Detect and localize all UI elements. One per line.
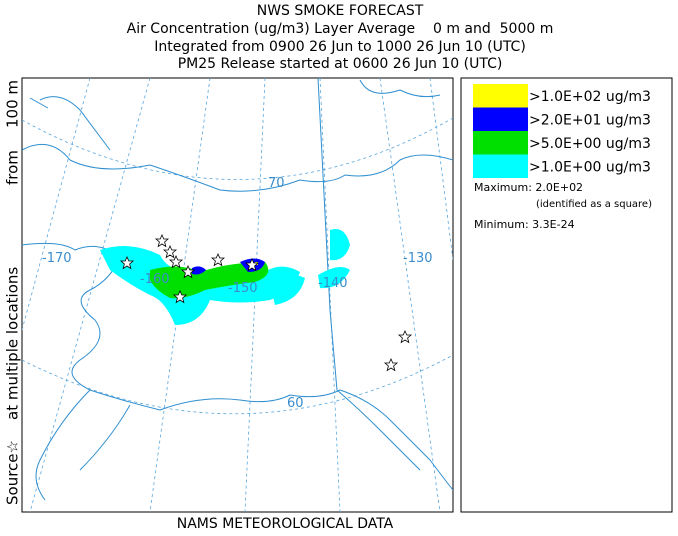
legend-label: >2.0E+01 ug/m3 <box>529 113 651 129</box>
side-text: at multiple locations <box>4 267 22 420</box>
legend-swatch <box>473 84 528 108</box>
source-star <box>244 258 260 272</box>
border <box>317 78 421 471</box>
source-star <box>172 290 188 304</box>
legend-label: >1.0E+02 ug/m3 <box>529 89 651 105</box>
legend-swatch <box>473 154 528 178</box>
source-star <box>168 255 184 269</box>
map-label: -150 <box>228 281 258 296</box>
legend-note: (identified as a square) <box>536 199 652 210</box>
legend-swatch <box>473 107 528 131</box>
source-star <box>119 256 135 270</box>
coastline <box>359 79 441 98</box>
legend-swatch <box>473 131 528 155</box>
legend-label: >5.0E+00 ug/m3 <box>529 136 651 152</box>
footer: NAMS METEOROLOGICAL DATA <box>177 516 394 532</box>
plume <box>270 229 350 305</box>
map-label: -160 <box>140 272 170 287</box>
map-label: 60 <box>287 396 304 411</box>
source-star <box>210 253 226 267</box>
map: -170 -160 -150 -140 -130 70 60 <box>21 77 454 513</box>
subtitle: Integrated from 0900 26 Jun to 1000 26 J… <box>154 39 526 55</box>
side-text: 100 m <box>4 80 22 128</box>
title: NWS SMOKE FORECAST <box>257 3 424 19</box>
subtitle: Air Concentration (ug/m3) Layer Average … <box>127 21 554 37</box>
map-label: -140 <box>318 276 348 291</box>
graticule <box>149 78 211 512</box>
map-label: 70 <box>268 176 285 191</box>
map-label: -130 <box>403 251 433 266</box>
legend-min: Minimum: 3.3E-24 <box>474 218 575 231</box>
graticule <box>319 78 341 512</box>
coastline <box>35 389 131 501</box>
source-star <box>397 330 413 344</box>
sources <box>119 234 413 372</box>
subtitle: PM25 Release started at 0600 26 Jun 10 (… <box>178 56 503 72</box>
side-text: Source☆ <box>4 440 22 505</box>
graticule <box>379 78 441 512</box>
graticule <box>429 78 453 261</box>
graticule <box>22 78 91 331</box>
coastline <box>29 96 111 151</box>
side-text: from <box>4 150 22 185</box>
source-star <box>383 358 399 372</box>
source-star <box>162 245 178 259</box>
coastline <box>22 143 453 192</box>
legend-label: >1.0E+00 ug/m3 <box>529 160 651 176</box>
plume <box>192 258 265 275</box>
legend: Maximum: 2.0E+02 (identified as a square… <box>460 77 673 513</box>
legend-max: Maximum: 2.0E+02 <box>474 181 583 194</box>
source-star <box>180 265 196 279</box>
plume <box>150 262 269 299</box>
graticule <box>22 354 453 415</box>
map-label: -170 <box>42 251 72 266</box>
side-label: Source☆ at multiple locations from 100 m <box>4 80 22 505</box>
source-star <box>154 234 170 248</box>
